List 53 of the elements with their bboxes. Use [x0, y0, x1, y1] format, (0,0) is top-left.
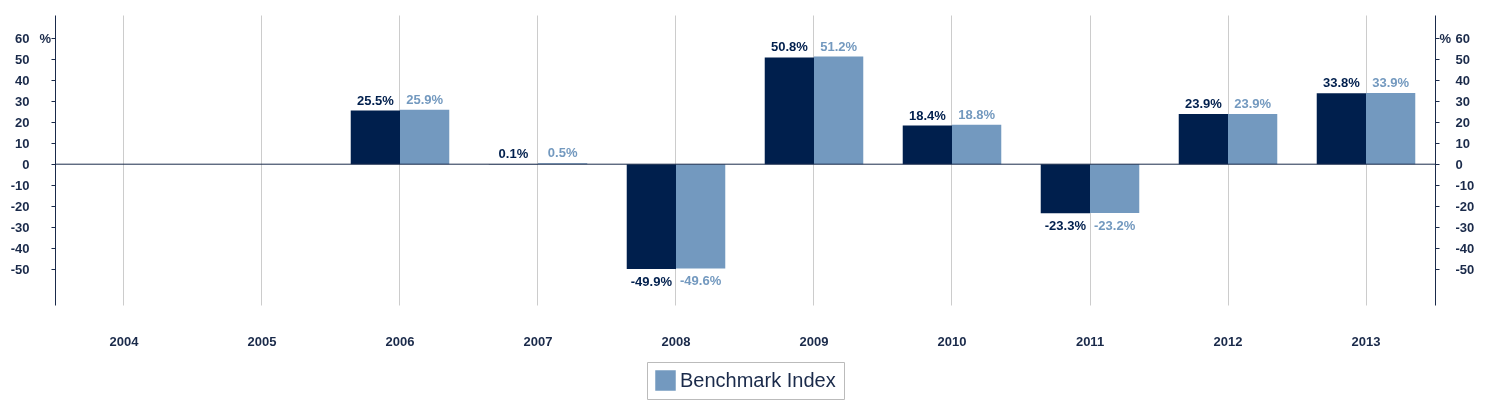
y2-axis-title: % — [1439, 30, 1452, 46]
x-tick-label: 2010 — [937, 333, 967, 349]
x-tick-label: 2009 — [799, 333, 829, 349]
y-tick-label: -50 — [10, 261, 30, 277]
data-label: 25.9% — [406, 91, 444, 107]
y2-tick-label: -50 — [1455, 261, 1475, 277]
y2-tick-label: 30 — [1455, 93, 1470, 109]
y-axis-title: % — [39, 30, 52, 46]
y2-tick-label: 40 — [1455, 72, 1470, 88]
y2-tick-label: -30 — [1455, 219, 1475, 235]
legend-label: Benchmark Index — [680, 368, 836, 391]
data-label: -49.6% — [680, 273, 722, 289]
y-tick-label: 0 — [22, 156, 30, 172]
data-label: 0.5% — [547, 145, 578, 161]
x-tick-label: 2004 — [109, 333, 140, 349]
y2-tick-label: 60 — [1455, 30, 1470, 46]
data-label: 23.9% — [1184, 95, 1223, 111]
y-tick-label: -30 — [10, 219, 30, 235]
data-label: 33.9% — [1372, 74, 1410, 90]
y-tick-label: -40 — [10, 240, 30, 256]
data-label: 0.1% — [498, 145, 529, 161]
data-label: -23.2% — [1094, 217, 1136, 233]
x-tick-label: 2011 — [1075, 333, 1105, 349]
x-tick-label: 2005 — [247, 333, 277, 349]
x-tick-label: 2012 — [1213, 333, 1243, 349]
y-tick-label: 50 — [15, 51, 30, 67]
y2-tick-label: -10 — [1455, 177, 1475, 193]
x-tick-label: 2013 — [1351, 333, 1381, 349]
y-tick-label: 20 — [15, 114, 30, 130]
data-label: 25.5% — [356, 92, 395, 108]
y-tick-label: -20 — [10, 198, 30, 214]
y2-tick-label: -40 — [1455, 240, 1475, 256]
y-tick-label: 10 — [15, 135, 30, 151]
data-label: 33.8% — [1322, 75, 1361, 91]
data-label: -49.9% — [630, 274, 673, 290]
y2-tick-label: 0 — [1455, 156, 1463, 172]
y2-tick-label: -20 — [1455, 198, 1475, 214]
y2-tick-label: 50 — [1455, 51, 1470, 67]
data-label: 18.4% — [908, 107, 947, 123]
y-tick-label: 40 — [15, 72, 30, 88]
y2-tick-label: 20 — [1455, 114, 1470, 130]
data-label: -23.3% — [1044, 218, 1087, 234]
data-label: 18.8% — [958, 106, 996, 122]
y-tick-label: -10 — [10, 177, 30, 193]
y-tick-label: 30 — [15, 93, 30, 109]
x-tick-label: 2006 — [385, 333, 415, 349]
data-label: 51.2% — [820, 38, 858, 54]
x-tick-label: 2008 — [661, 333, 691, 349]
y2-tick-label: 10 — [1455, 135, 1470, 151]
data-label: 23.9% — [1234, 95, 1272, 111]
x-tick-label: 2007 — [523, 333, 553, 349]
data-label: 50.8% — [770, 39, 809, 55]
y-tick-label: 60 — [15, 30, 30, 46]
